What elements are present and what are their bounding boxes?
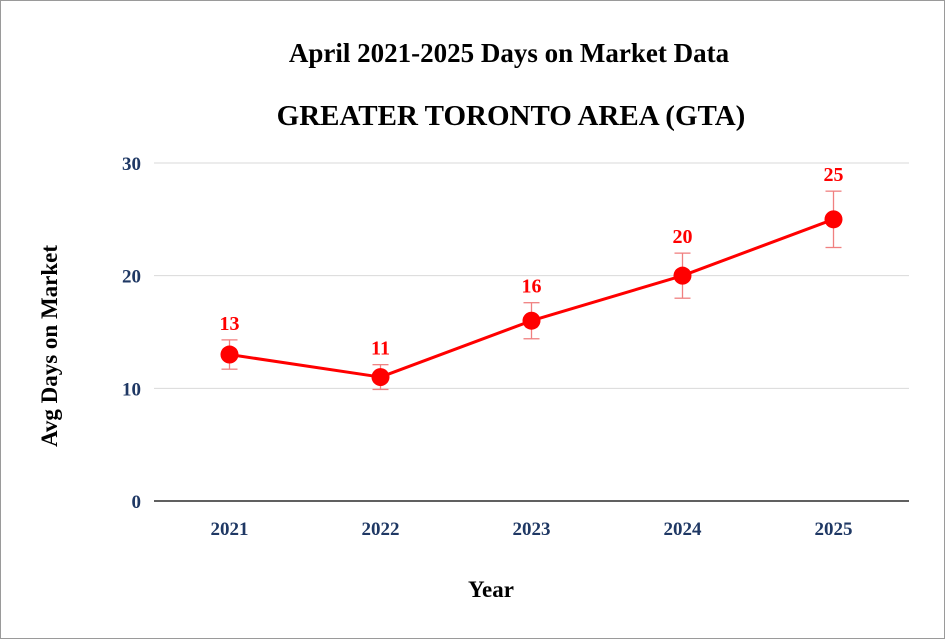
data-points (220, 210, 843, 387)
data-labels: 13 11 16 20 25 (220, 164, 844, 360)
y-tick-label: 0 (132, 492, 142, 513)
data-label: 13 (220, 313, 240, 335)
data-point (220, 345, 239, 364)
x-tick-label: 2022 (362, 519, 400, 540)
x-axis-title: Year (468, 577, 514, 602)
data-point (371, 368, 390, 387)
x-tick-labels: 2021 2022 2023 2024 2025 (211, 519, 853, 540)
y-tick-label: 30 (122, 154, 141, 175)
y-tick-label: 10 (122, 379, 141, 400)
data-label: 11 (371, 338, 390, 360)
chart-title: April 2021-2025 Days on Market Data (289, 38, 730, 68)
series-line (229, 217, 835, 379)
x-tick-label: 2023 (513, 519, 551, 540)
data-point (522, 311, 541, 330)
data-label: 25 (824, 164, 844, 186)
x-tick-label: 2024 (664, 519, 703, 540)
series-line-group (229, 217, 835, 379)
data-point (824, 210, 843, 229)
chart-subtitle: GREATER TORONTO AREA (GTA) (277, 100, 746, 132)
gridlines (154, 162, 909, 502)
x-tick-label: 2025 (815, 519, 853, 540)
data-label: 20 (673, 226, 693, 248)
x-tick-label: 2021 (211, 519, 249, 540)
y-axis-title: Avg Days on Market (37, 245, 62, 447)
y-tick-labels: 0 10 20 30 (122, 154, 141, 513)
y-tick-label: 20 (122, 267, 141, 288)
data-point (673, 266, 692, 285)
data-label: 16 (522, 276, 542, 298)
